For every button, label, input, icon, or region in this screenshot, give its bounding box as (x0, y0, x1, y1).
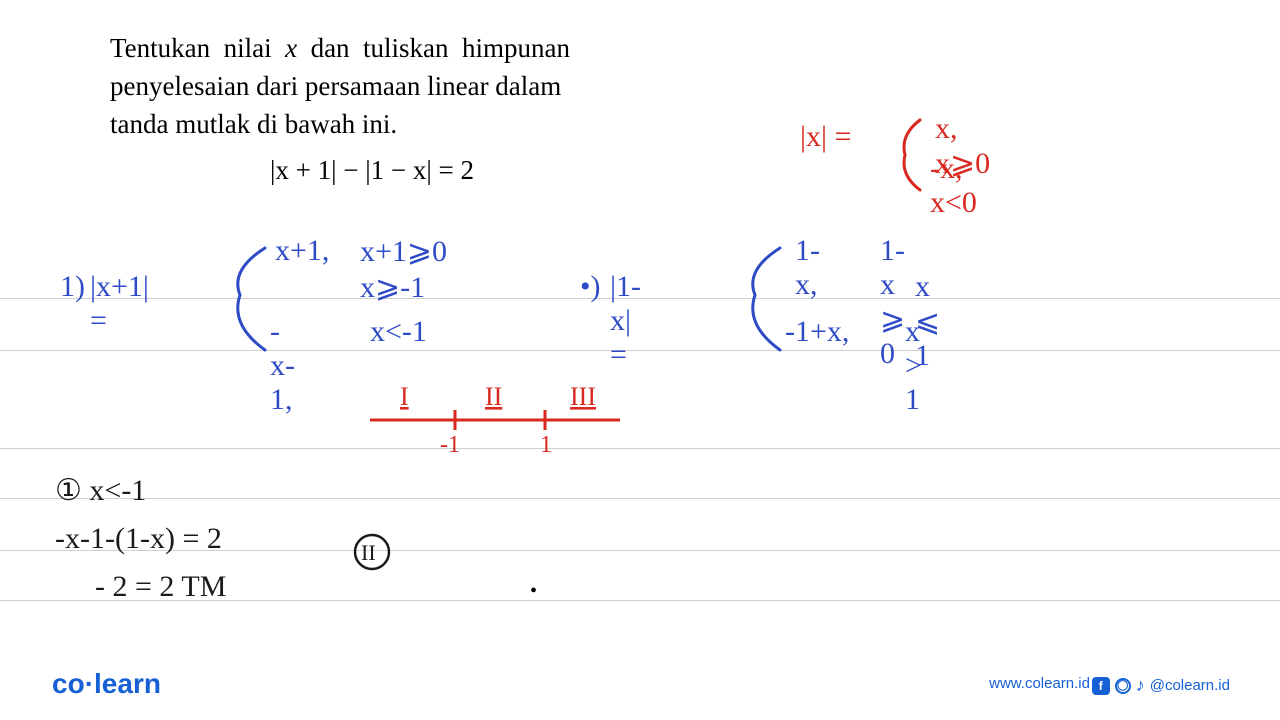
problem-equation: |x + 1| − |1 − x| = 2 (270, 155, 474, 186)
region-3-label: III (570, 382, 596, 411)
center-dot: • (530, 580, 537, 603)
pw2-bot-right: x > 1 (905, 315, 922, 417)
pw1-bot-left: -x-1, (270, 315, 295, 417)
abs-definition: |x| = x, x⩾0 -x, x<0 (800, 120, 851, 154)
brand-logo: co·learn (52, 668, 161, 700)
problem-line-3: tanda mutlak di bawah ini. (110, 106, 570, 144)
number-line: I II III -1 1 (360, 380, 660, 465)
problem-line-2: penyelesaian dari persamaan linear dalam (110, 68, 570, 106)
pw2-top-left: 1-x, (795, 234, 820, 302)
tiktok-icon[interactable]: ♪ (1136, 675, 1145, 696)
pw2-lhs: |1-x| = (610, 270, 641, 372)
pw1-label: 1) (60, 270, 85, 304)
case1-line1: -x-1-(1-x) = 2 (55, 518, 226, 560)
instagram-icon[interactable]: ◯ (1115, 678, 1131, 694)
pw2-label: •) (580, 270, 601, 304)
pw2-bot-left: -1+x, (785, 315, 849, 349)
facebook-icon[interactable]: f (1092, 677, 1110, 695)
pw1-lhs: |x+1| = (90, 270, 149, 338)
pw1-top-sub: x⩾-1 (360, 270, 425, 305)
region-2-label: II (485, 382, 502, 411)
case1-header: ① x<-1 (55, 470, 226, 512)
case-1-working: ① x<-1 -x-1-(1-x) = 2 - 2 = 2 TM (55, 470, 226, 608)
abs-lhs: |x| = (800, 120, 851, 153)
footer: co·learn www.colearn.id f ◯ ♪ @colearn.i… (0, 660, 1280, 700)
pw1-bot-right: x<-1 (370, 315, 427, 349)
region-1-label: I (400, 382, 409, 411)
case-2-marker: II (350, 530, 394, 582)
tick-label-neg1: -1 (440, 432, 460, 458)
footer-url[interactable]: www.colearn.id (989, 675, 1090, 692)
tick-label-1: 1 (540, 432, 552, 458)
problem-text: Tentukan nilai x dan tuliskan himpunan p… (110, 30, 570, 143)
logo-co: co (52, 668, 85, 699)
logo-dot: · (85, 668, 94, 699)
circled-two-icon: II (350, 530, 394, 574)
pw1-top-right: x+1⩾0 (360, 234, 447, 269)
problem-line-1: Tentukan nilai x dan tuliskan himpunan (110, 30, 570, 68)
footer-socials: f ◯ ♪ @colearn.id (1092, 675, 1230, 696)
svg-text:II: II (361, 540, 376, 565)
pw2-top-right: 1-x ⩾ 0 (880, 234, 905, 371)
abs-case-bottom: -x, x<0 (930, 152, 977, 220)
case1-line2: - 2 = 2 TM (95, 566, 226, 608)
brace-icon (885, 115, 935, 195)
number-line-svg: I II III -1 1 (360, 380, 660, 460)
logo-learn: learn (94, 668, 161, 699)
footer-handle[interactable]: @colearn.id (1150, 677, 1230, 694)
pw1-top-left: x+1, (275, 234, 329, 268)
